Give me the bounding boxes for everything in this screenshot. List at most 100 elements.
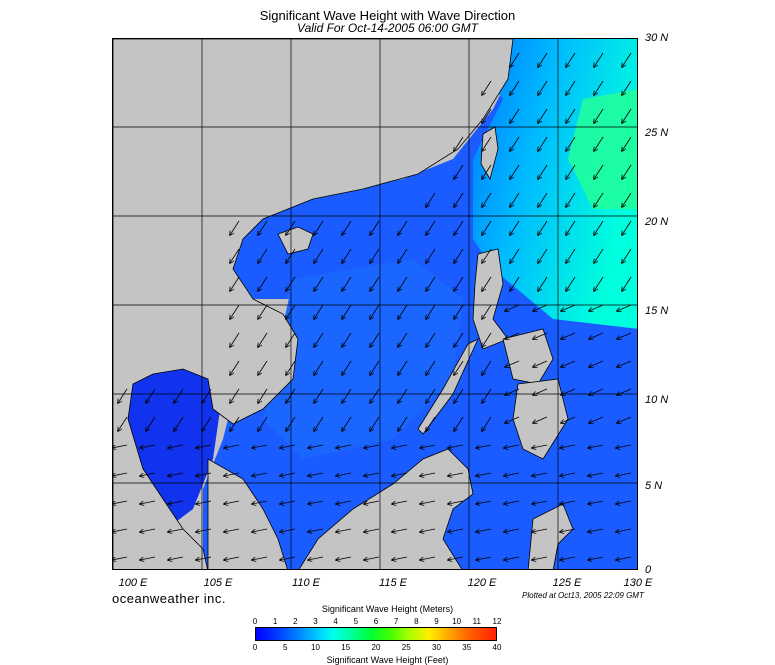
wave-arrow xyxy=(617,388,632,395)
wave-arrow xyxy=(286,276,296,291)
wave-arrow xyxy=(482,360,492,375)
wave-arrow xyxy=(364,500,380,504)
wave-arrow xyxy=(398,416,408,431)
wave-arrow xyxy=(589,360,604,367)
wave-arrow xyxy=(482,416,492,431)
wave-arrow xyxy=(113,472,128,476)
lat-label-20n: 20 N xyxy=(645,216,669,228)
wave-arrow xyxy=(482,80,492,95)
wave-arrow xyxy=(482,136,492,151)
wave-arrow xyxy=(196,444,212,448)
colorbar-meters-tick: 3 xyxy=(313,617,318,626)
lat-label-10n: 10 N xyxy=(645,394,669,406)
wave-arrow xyxy=(538,136,548,151)
wave-arrow xyxy=(532,528,548,532)
wave-arrow xyxy=(589,332,604,339)
colorbar-feet-tick: 5 xyxy=(283,643,288,652)
graticule xyxy=(113,39,637,569)
colorbar-meters-tick: 9 xyxy=(434,617,439,626)
wave-arrow xyxy=(566,108,576,123)
wave-arrow xyxy=(308,500,324,504)
wave-arrow xyxy=(336,528,352,532)
wave-arrow xyxy=(336,472,352,476)
colorbar-feet-tick: 10 xyxy=(311,643,320,652)
wave-arrow xyxy=(113,444,128,448)
wave-arrow xyxy=(588,444,604,448)
wave-arrow xyxy=(314,332,324,347)
wave-arrow xyxy=(482,332,492,347)
wave-arrow xyxy=(252,500,268,504)
wave-arrow xyxy=(342,360,352,375)
wave-arrow xyxy=(616,556,632,560)
wave-arrow xyxy=(230,388,240,403)
wave-arrow xyxy=(561,332,576,339)
colorbar-feet-tick: 40 xyxy=(492,643,502,652)
colorbar-feet-tick: 15 xyxy=(341,643,351,652)
wave-arrow xyxy=(533,304,548,311)
wave-arrow xyxy=(370,332,380,347)
wave-arrow xyxy=(420,472,436,476)
wave-arrow xyxy=(336,500,352,504)
wave-arrow xyxy=(616,528,632,532)
land-sumatra-malay xyxy=(207,458,288,569)
wave-arrow xyxy=(617,360,632,367)
lon-label-105e: 105 E xyxy=(203,577,233,589)
wave-arrow xyxy=(566,192,576,207)
colorbar-meters-tick: 6 xyxy=(373,617,379,626)
wave-arrow xyxy=(482,164,492,179)
wave-arrow xyxy=(252,472,268,476)
wave-arrow xyxy=(622,52,632,67)
colorbar-feet-tick: 25 xyxy=(401,643,411,652)
wave-arrow xyxy=(370,388,380,403)
lon-label-125e: 125 E xyxy=(552,577,582,589)
wave-arrow xyxy=(258,332,268,347)
wave-arrow xyxy=(370,248,380,263)
wave-arrow xyxy=(398,220,408,235)
wave-arrow xyxy=(533,416,548,423)
wave-arrow xyxy=(454,248,464,263)
wave-arrow xyxy=(258,248,268,263)
wave-arrow xyxy=(617,416,632,423)
wave-arrow xyxy=(426,304,436,319)
wave-arrow xyxy=(286,332,296,347)
wave-arrow xyxy=(560,500,576,504)
wave-arrow xyxy=(224,444,240,448)
wave-arrow xyxy=(308,444,324,448)
wave-arrow xyxy=(286,416,296,431)
wave-arrow xyxy=(342,388,352,403)
wave-arrow xyxy=(622,276,632,291)
wave-arrow xyxy=(589,304,604,311)
wave-arrow xyxy=(566,80,576,95)
colorbar-feet-tick: 30 xyxy=(432,643,441,652)
wave-arrow xyxy=(258,360,268,375)
wave-arrow xyxy=(258,416,268,431)
wave-arrow xyxy=(476,500,492,504)
wave-arrow xyxy=(342,304,352,319)
wave-arrow xyxy=(426,276,436,291)
wave-arrow xyxy=(314,248,324,263)
wave-arrow xyxy=(622,80,632,95)
wave-arrow xyxy=(364,444,380,448)
wave-arrow xyxy=(398,276,408,291)
wave-arrow xyxy=(364,472,380,476)
wave-arrow xyxy=(426,332,436,347)
wave-arrow xyxy=(561,388,576,395)
wave-arrow xyxy=(202,416,212,431)
wave-arrow xyxy=(314,416,324,431)
wave-arrow xyxy=(504,556,520,560)
wave-arrow xyxy=(426,360,436,375)
wave-arrow xyxy=(482,276,492,291)
wave-arrow xyxy=(448,472,464,476)
wave-arrow xyxy=(140,528,156,532)
wave-arrow xyxy=(533,332,548,339)
wave-arrow xyxy=(561,416,576,423)
colorbar-meters-tick: 10 xyxy=(452,617,462,626)
wave-arrow xyxy=(505,332,520,339)
wave-arrow xyxy=(622,108,632,123)
wave-arrow xyxy=(594,108,604,123)
colorbar-meters-tick: 5 xyxy=(353,617,359,626)
wave-arrow xyxy=(392,444,408,448)
wave-arrow xyxy=(146,388,156,403)
wave-arrow xyxy=(342,276,352,291)
wave-arrow xyxy=(426,220,436,235)
